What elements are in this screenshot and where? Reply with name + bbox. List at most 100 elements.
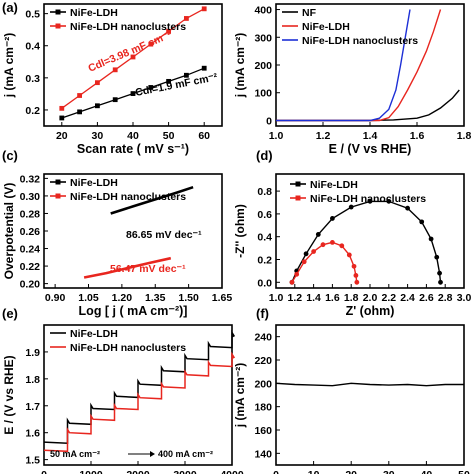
data-point [419, 219, 425, 225]
legend-label: NiFe-LDH nanoclusters [302, 35, 418, 47]
data-point [330, 216, 335, 221]
data-point [59, 115, 65, 121]
data-point [351, 263, 357, 269]
x-axis-label: Z' (ohm) [346, 304, 395, 318]
x-axis-label: E / (V vs RHE) [329, 142, 412, 156]
x-tick-label: 1000 [79, 469, 103, 474]
legend-label: NF [302, 7, 317, 19]
x-tick-label: 1.2 [316, 130, 331, 142]
x-tick-label: 0 [273, 469, 279, 474]
y-tick-label: 140 [254, 448, 272, 460]
panel-b: 1.0 1.2 1.4 1.6 1.8 0 100 200 300 400 NF NiFe-LDH Ni… [233, 3, 472, 156]
data-point [289, 279, 295, 285]
x-tick-label: 1.8 [344, 292, 359, 304]
y-tick-label: 0.5 [25, 9, 40, 21]
y-tick-label: 1.6 [25, 428, 40, 440]
series-line [43, 351, 236, 453]
y-tick-label: 0.4 [25, 41, 40, 53]
x-tick-label: 1.2 [287, 292, 302, 304]
legend-label: NiFe-LDH nanoclusters [70, 191, 186, 203]
x-tick-label: 1.4 [363, 130, 378, 142]
tafel-annotation: 86.65 mV dec⁻¹ [126, 229, 202, 241]
x-tick-label: 1.6 [410, 130, 425, 142]
panel-label: (c) [2, 148, 18, 163]
legend-label: NiFe-LDH nanoclusters [70, 21, 186, 33]
x-tick-label: 1.05 [78, 292, 99, 304]
data-point [95, 103, 100, 109]
y-tick-label: 1.5 [25, 455, 40, 467]
y-tick-label: 0.30 [20, 191, 41, 203]
data-point [320, 242, 326, 248]
data-point [353, 273, 359, 278]
data-point [311, 249, 316, 254]
panel-e: 0 1000 2000 3000 4000 1.5 1.6 1.7 1.8 1.9 NiFe-LDH… [2, 306, 244, 474]
data-point [315, 232, 321, 237]
y-tick-label: 0.22 [20, 261, 41, 273]
y-tick-label: 0.28 [20, 208, 41, 220]
data-point [77, 93, 82, 98]
x-tick-label: 1.20 [112, 292, 133, 304]
series-line [276, 9, 411, 122]
current-annotation: 50 mA cm⁻² [50, 449, 100, 459]
y-tick-label: 0.32 [20, 173, 41, 185]
x-tick-label: 40 [421, 469, 433, 474]
data-point [201, 6, 207, 12]
legend-label: NiFe-LDH [302, 21, 350, 33]
x-tick-label: 2.2 [381, 292, 396, 304]
x-tick-label: 1.0 [269, 292, 284, 304]
series-line [110, 185, 194, 215]
y-tick-label: 0.8 [257, 186, 272, 198]
panel-label: (a) [2, 0, 18, 15]
data-point [294, 271, 300, 277]
y-tick-label: 100 [254, 88, 272, 100]
x-tick-label: 2000 [126, 469, 150, 474]
annotation-arrowhead [150, 451, 155, 457]
series-line [291, 200, 442, 283]
y-tick-label: 0.26 [20, 226, 41, 238]
current-annotation: 400 mA cm⁻² [158, 449, 213, 459]
legend-label: NiFe-LDH nanoclusters [70, 342, 186, 354]
x-tick-label: 1.8 [457, 130, 472, 142]
y-tick-label: 300 [254, 32, 272, 44]
x-tick-label: 3000 [173, 469, 197, 474]
data-point [428, 236, 434, 242]
x-tick-label: 50 [163, 130, 175, 142]
legend-label: NiFe-LDH [70, 177, 118, 189]
x-tick-label: 0.90 [45, 292, 66, 304]
data-point [148, 85, 154, 90]
x-tick-label: 10 [308, 469, 320, 474]
legend-marker [55, 193, 61, 199]
data-point [130, 54, 136, 60]
slope-annotation: Cdl=3.98 mF cm⁻² [86, 29, 173, 75]
data-point [77, 109, 82, 115]
data-point [303, 251, 309, 257]
series-line [276, 9, 442, 122]
panel-label: (e) [2, 306, 18, 321]
legend-marker [295, 181, 301, 187]
y-tick-label: 200 [254, 60, 272, 72]
plot-frame [275, 324, 465, 466]
x-tick-label: 2.4 [400, 292, 415, 304]
legend-label: NiFe-LDH [70, 328, 118, 340]
y-tick-label: 0.20 [20, 279, 41, 291]
data-point [354, 279, 360, 285]
y-tick-label: 1.8 [25, 374, 40, 386]
panel-label: (f) [256, 306, 269, 321]
data-point [166, 28, 171, 34]
x-tick-label: 3.0 [457, 292, 472, 304]
data-point [330, 240, 335, 245]
legend-marker [55, 23, 61, 29]
panel-f: 0 10 20 30 40 50 140 160 180 200 220 240 j (mA cm⁻²)… [233, 306, 470, 474]
data-point [201, 65, 207, 71]
y-axis-label: j (mA cm⁻²) [233, 363, 247, 429]
y-tick-label: 0.2 [25, 105, 40, 117]
y-axis-label: j (mA cm⁻²) [233, 33, 247, 99]
x-axis-label: Scan rate ( mV s⁻¹) [77, 142, 189, 156]
legend-label: NiFe-LDH nanoclusters [310, 193, 426, 205]
y-tick-label: 160 [254, 425, 272, 437]
data-point [348, 204, 354, 210]
y-tick-label: 0.2 [257, 255, 272, 267]
data-point [386, 198, 392, 204]
x-tick-label: 60 [198, 130, 210, 142]
